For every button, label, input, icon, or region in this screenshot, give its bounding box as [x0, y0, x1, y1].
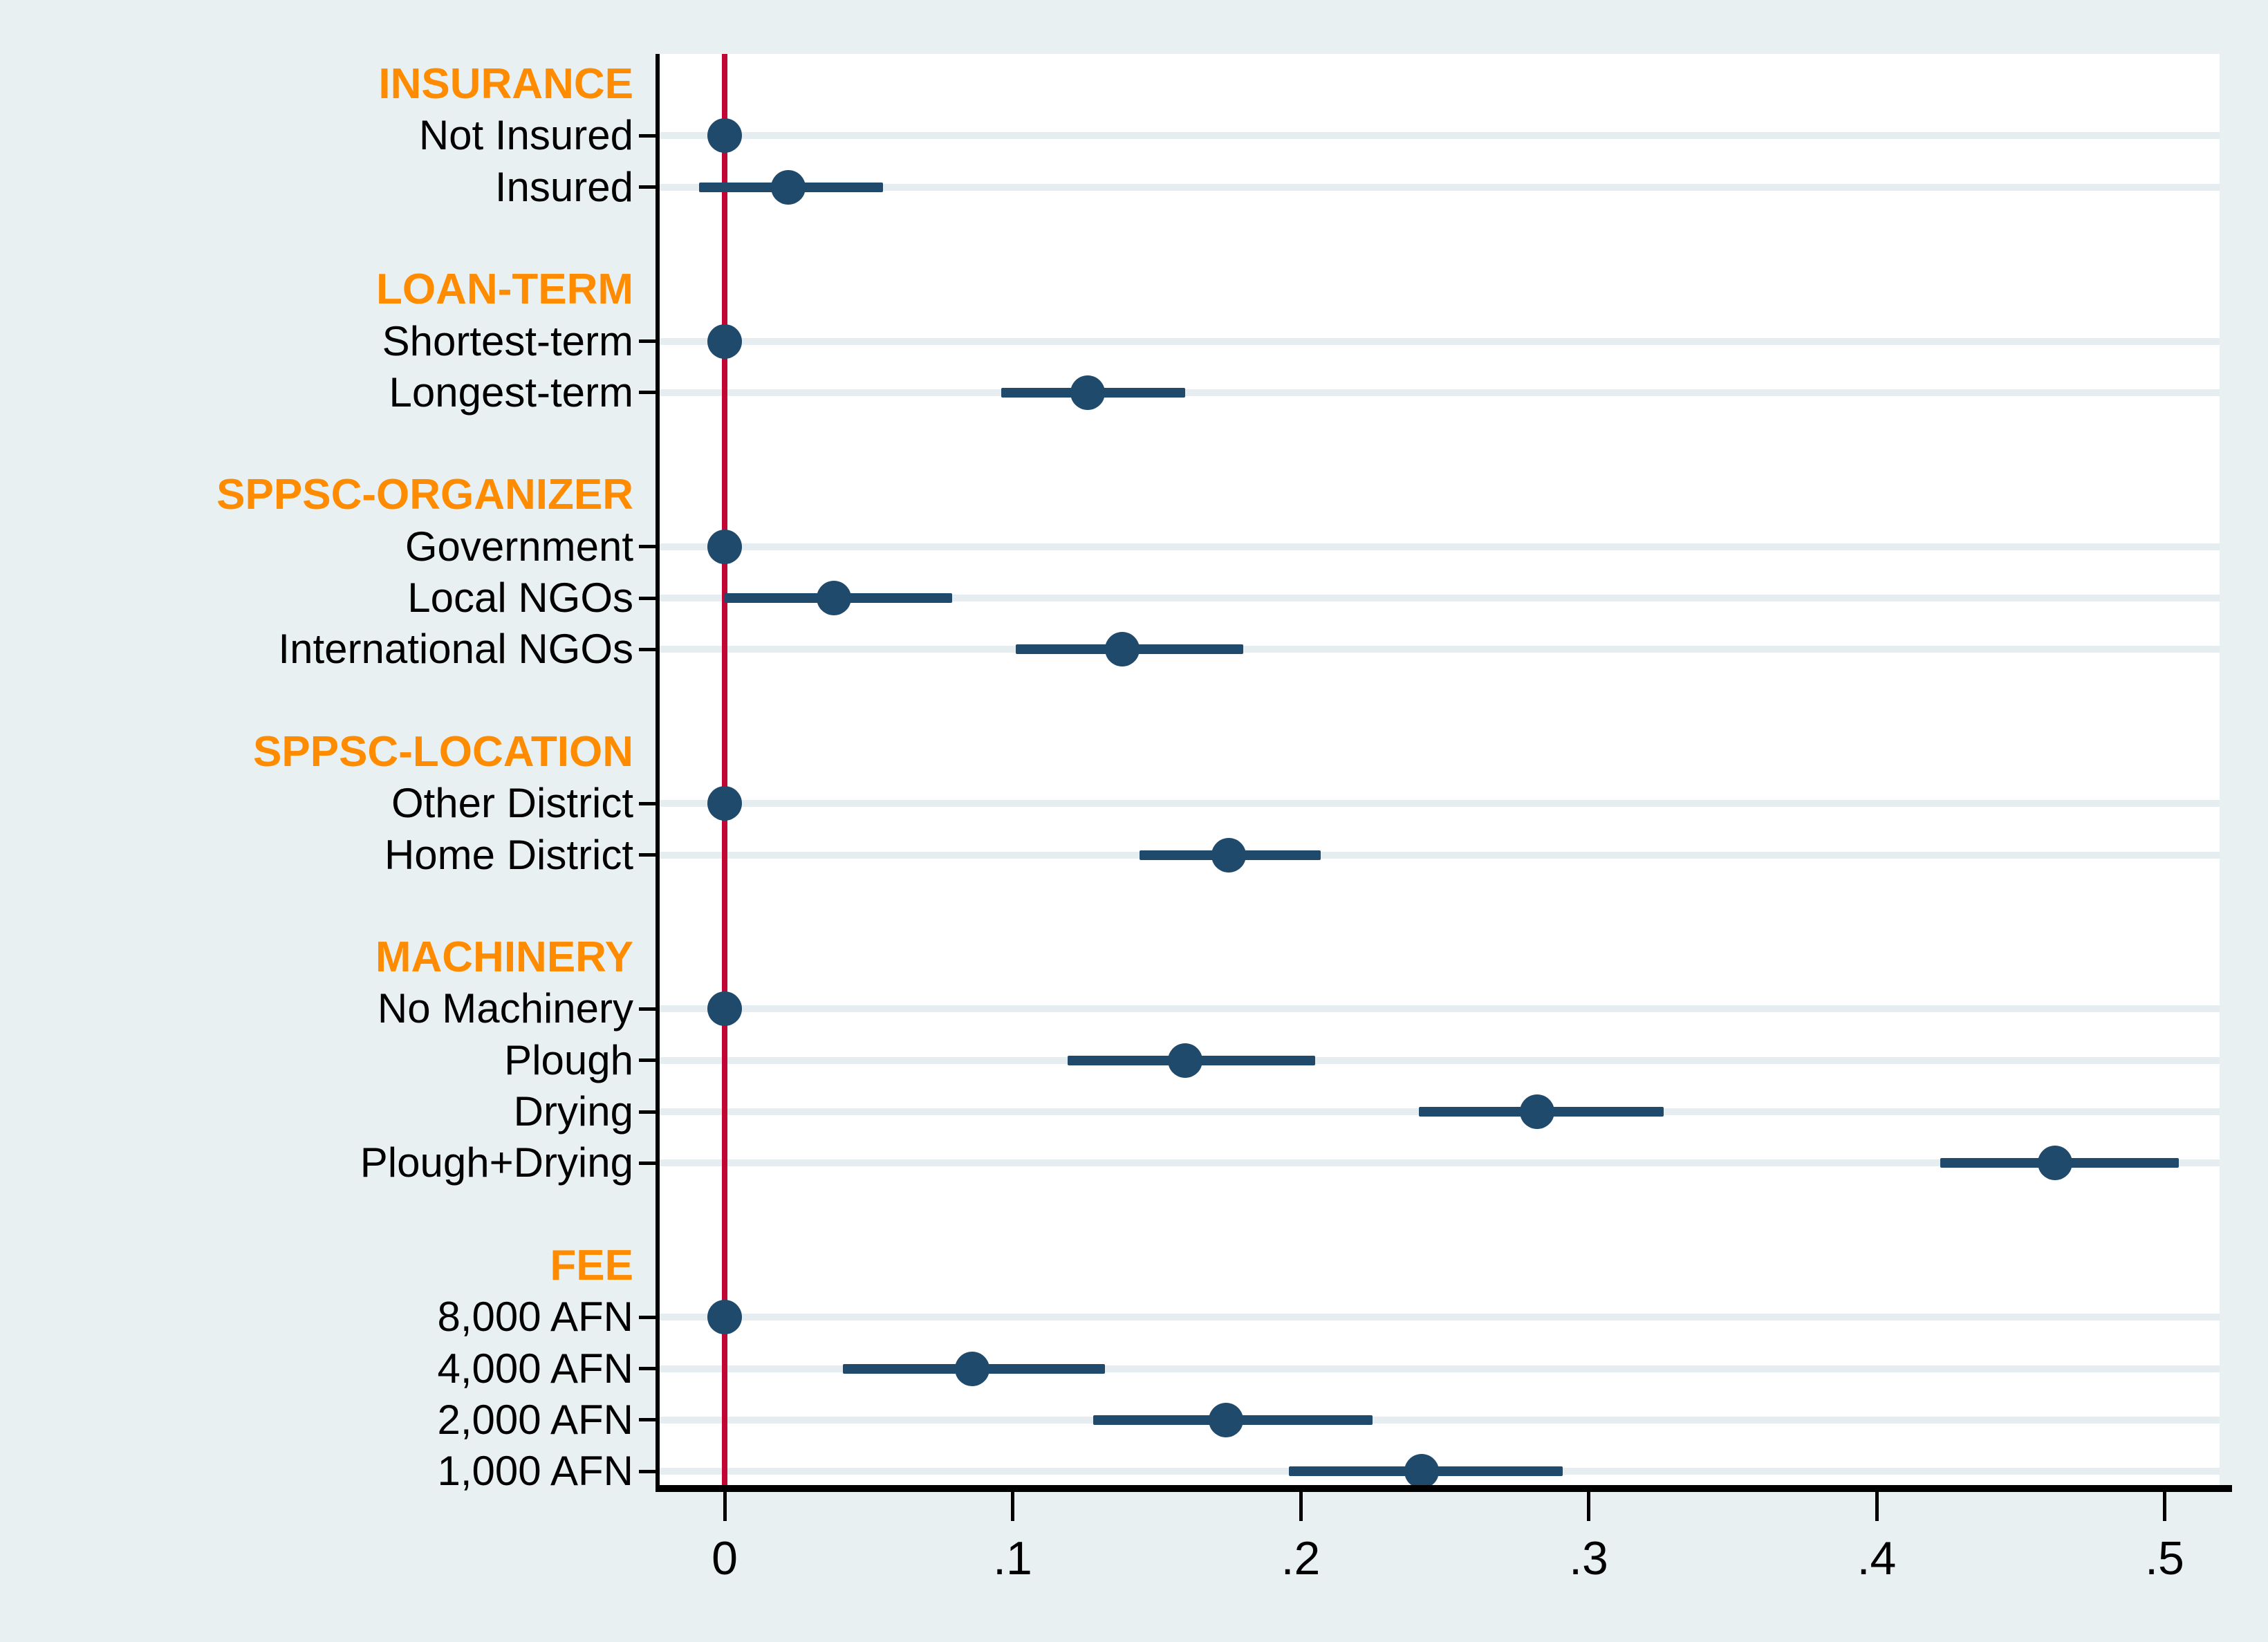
gridline	[660, 595, 2220, 601]
y-axis	[656, 54, 660, 1492]
point-estimate-marker	[1519, 1094, 1554, 1129]
x-axis-tick-label: 0	[712, 1532, 738, 1585]
point-estimate-marker	[707, 118, 742, 153]
plot-area	[660, 54, 2220, 1489]
y-axis-tick	[639, 801, 660, 805]
gridline	[660, 389, 2220, 396]
y-axis-tick	[639, 853, 660, 857]
group-header-label: SPPSC-ORGANIZER	[216, 471, 633, 519]
coefficient-row-label: Local NGOs	[407, 575, 633, 621]
point-estimate-marker	[1211, 837, 1246, 873]
y-axis-tick	[639, 1315, 660, 1319]
x-axis	[656, 1485, 2232, 1492]
x-axis-tick-label: .3	[1569, 1532, 1608, 1585]
y-axis-tick	[639, 545, 660, 549]
y-axis-tick	[639, 391, 660, 395]
gridline	[660, 800, 2220, 808]
y-axis-tick	[639, 185, 660, 189]
coefficient-row-label: Drying	[513, 1088, 633, 1135]
x-axis-tick-label: .1	[993, 1532, 1032, 1585]
y-axis-tick	[639, 1007, 660, 1011]
x-axis-tick-label: .2	[1281, 1532, 1321, 1585]
coefficient-row-label: Not Insured	[418, 112, 633, 159]
coefficient-row-label: 4,000 AFN	[437, 1345, 633, 1392]
coefficient-row-label: No Machinery	[377, 985, 633, 1032]
coefficient-row-label: Plough	[504, 1036, 633, 1083]
gridline	[660, 1314, 2220, 1321]
y-axis-tick	[639, 1110, 660, 1114]
y-axis-tick	[639, 647, 660, 651]
y-axis-tick	[639, 1367, 660, 1370]
coefficient-row-label: Shortest-term	[382, 317, 633, 364]
group-header-label: SPPSC-LOCATION	[253, 727, 633, 776]
coefficient-row-label: Home District	[384, 831, 633, 878]
point-estimate-marker	[1208, 1402, 1243, 1437]
x-axis-tick-label: .5	[2145, 1532, 2184, 1585]
y-axis-tick	[639, 1469, 660, 1473]
point-estimate-marker	[1070, 375, 1105, 410]
group-header-label: MACHINERY	[375, 933, 633, 982]
coefficient-row-label: Other District	[391, 780, 633, 827]
point-estimate-marker	[2038, 1146, 2073, 1181]
coefficient-row-label: Longest-term	[389, 368, 634, 416]
gridline	[660, 183, 2220, 191]
point-estimate-marker	[1168, 1043, 1203, 1078]
x-axis-tick-label: .4	[1857, 1532, 1897, 1585]
gridline	[660, 132, 2220, 140]
x-axis-tick	[1011, 1492, 1014, 1521]
x-axis-tick	[1875, 1492, 1879, 1521]
gridline	[660, 1159, 2220, 1167]
y-axis-tick	[639, 133, 660, 138]
coefficient-row-label: 1,000 AFN	[437, 1448, 633, 1495]
point-estimate-marker	[707, 529, 742, 564]
gridline	[660, 851, 2220, 859]
point-estimate-marker	[817, 581, 852, 615]
gridline	[660, 1005, 2220, 1013]
y-axis-tick	[639, 1161, 660, 1165]
coefficient-row-label: Plough+Drying	[360, 1139, 633, 1186]
group-header-label: LOAN-TERM	[376, 265, 633, 314]
x-axis-tick	[723, 1492, 727, 1521]
gridline	[660, 337, 2220, 345]
gridline	[660, 1056, 2220, 1064]
group-header-label: FEE	[550, 1241, 633, 1289]
gridline	[660, 543, 2220, 550]
coefficient-row-label: Insured	[494, 163, 633, 210]
coefficient-row-label: 8,000 AFN	[437, 1294, 633, 1341]
gridline	[660, 646, 2220, 653]
y-axis-tick	[639, 1058, 660, 1063]
point-estimate-marker	[955, 1351, 990, 1386]
point-estimate-marker	[707, 1300, 742, 1335]
y-axis-tick	[639, 339, 660, 343]
y-axis-tick	[639, 596, 660, 600]
gridline	[660, 1416, 2220, 1424]
point-estimate-marker	[1404, 1454, 1439, 1489]
zero-reference-line	[722, 54, 727, 1485]
point-estimate-marker	[707, 324, 742, 359]
x-axis-tick	[1299, 1492, 1303, 1521]
point-estimate-marker	[770, 169, 806, 205]
x-axis-tick	[1587, 1492, 1590, 1521]
x-axis-tick	[2163, 1492, 2166, 1521]
point-estimate-marker	[707, 786, 742, 821]
point-estimate-marker	[707, 991, 742, 1027]
group-header-label: INSURANCE	[378, 60, 633, 108]
y-axis-tick	[639, 1418, 660, 1422]
gridline	[660, 1365, 2220, 1372]
coefficient-row-label: 2,000 AFN	[437, 1396, 633, 1443]
point-estimate-marker	[1104, 632, 1140, 667]
coefficient-row-label: Government	[405, 523, 633, 570]
coefficient-row-label: International NGOs	[278, 626, 633, 673]
